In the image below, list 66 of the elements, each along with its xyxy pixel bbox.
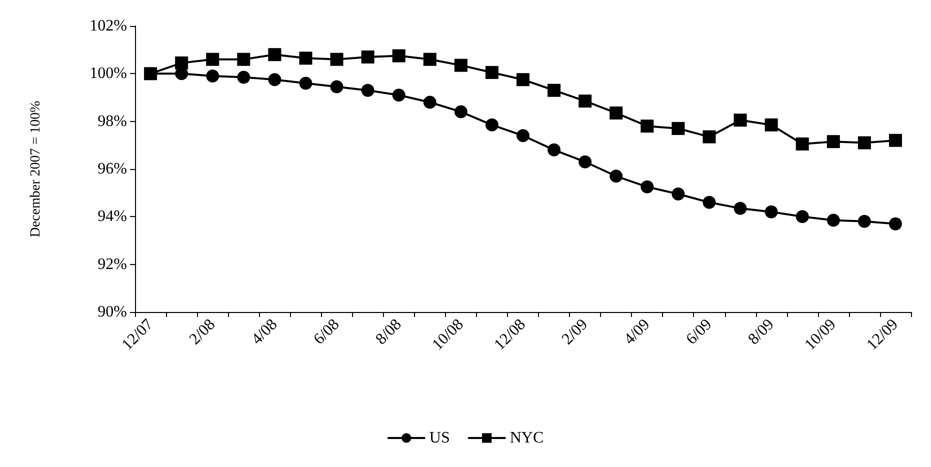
point — [330, 52, 344, 66]
x-tick-label: 8/09 — [745, 316, 778, 348]
point — [734, 114, 747, 127]
point — [361, 84, 374, 97]
point — [206, 70, 220, 83]
x-tick-label: 6/08 — [310, 316, 343, 348]
point — [734, 202, 747, 215]
point — [423, 96, 436, 109]
point — [702, 130, 716, 144]
point — [268, 48, 282, 62]
point — [610, 170, 623, 183]
point — [423, 52, 436, 66]
point — [672, 122, 685, 135]
y-axis-title: December 2007 = 100% — [28, 100, 44, 238]
point — [144, 67, 158, 80]
point — [548, 84, 561, 97]
legend-label: US — [429, 430, 450, 446]
point — [796, 137, 809, 150]
point — [392, 49, 406, 62]
point — [826, 135, 840, 148]
point — [610, 106, 623, 120]
point — [485, 66, 498, 79]
point — [268, 73, 282, 86]
point — [578, 155, 592, 168]
point — [826, 214, 840, 227]
y-tick-label: 90% — [98, 304, 127, 320]
y-tick-label: 96% — [98, 160, 127, 178]
point — [516, 73, 530, 86]
point — [672, 188, 685, 201]
legend-label: NYC — [510, 430, 544, 446]
y-tick-label: 92% — [98, 256, 127, 273]
point — [888, 134, 902, 147]
point — [702, 196, 716, 209]
point — [640, 120, 654, 133]
point — [858, 214, 871, 228]
x-tick-label: 4/08 — [248, 316, 281, 348]
x-tick-label: 6/09 — [683, 316, 716, 348]
point — [578, 94, 592, 108]
point — [485, 118, 498, 132]
point — [764, 205, 778, 218]
x-tick-label: 8/08 — [372, 316, 405, 348]
point — [548, 143, 561, 156]
point — [330, 80, 344, 94]
point — [454, 58, 468, 72]
y-tick-label: 100% — [90, 65, 127, 82]
y-tick-label: 94% — [98, 208, 127, 226]
point — [237, 52, 250, 66]
y-tick-label: 102% — [90, 18, 127, 34]
point — [454, 105, 468, 118]
point — [299, 76, 312, 90]
point — [888, 217, 902, 230]
point — [175, 56, 188, 70]
point — [299, 52, 312, 65]
x-tick-label: 4/09 — [621, 316, 654, 348]
point — [640, 180, 654, 194]
x-tick-label: 2/08 — [186, 316, 219, 348]
point — [796, 210, 809, 224]
point — [516, 129, 530, 142]
point — [206, 52, 220, 66]
point — [361, 50, 374, 64]
point — [392, 88, 406, 102]
point — [237, 70, 250, 84]
point — [858, 136, 871, 150]
point — [764, 118, 778, 132]
y-tick-label: 98% — [98, 112, 127, 130]
x-tick-label: 2/09 — [558, 316, 592, 348]
